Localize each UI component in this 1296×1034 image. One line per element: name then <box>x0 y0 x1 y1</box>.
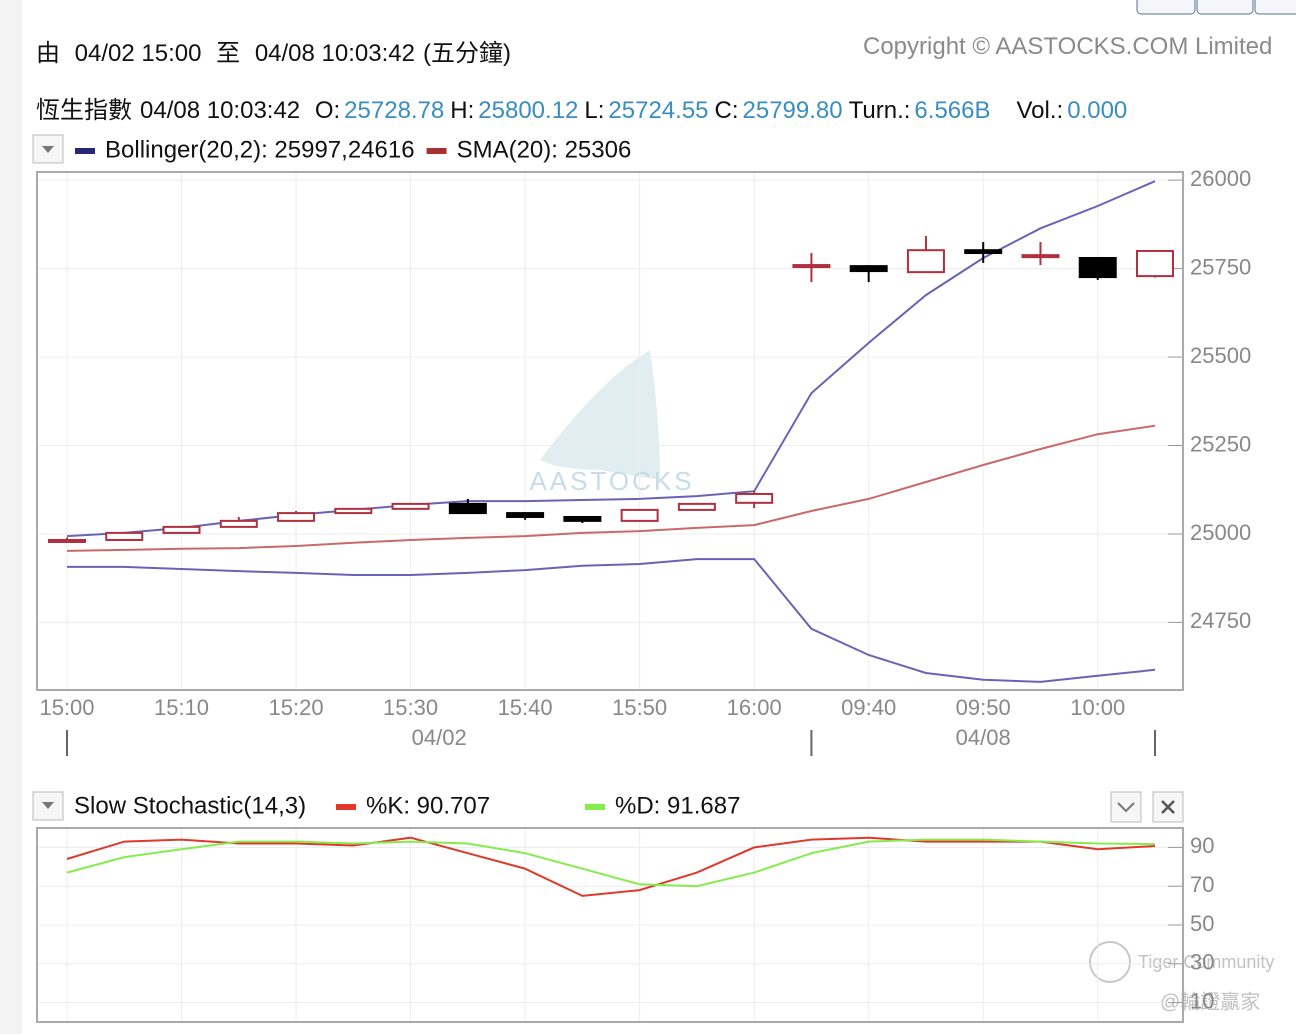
field-label: Vol.: <box>1016 97 1064 124</box>
legend-label: %D: 91.687 <box>615 792 740 819</box>
x-tick-label: 16:00 <box>727 695 782 720</box>
toolbar[interactable] <box>1136 0 1296 15</box>
x-tick-label: 15:40 <box>498 695 553 720</box>
community-logo <box>1089 941 1131 983</box>
x-tick-label: 09:50 <box>956 695 1011 720</box>
y-tick-label: 10 <box>1190 988 1214 1013</box>
x-tick-label: 15:00 <box>39 695 94 720</box>
range-line: 由 04/02 15:00 至 04/08 10:03:42 (五分鐘) <box>36 33 519 68</box>
plot-border <box>36 827 1184 1023</box>
y-tick-label: 25250 <box>1190 431 1251 456</box>
field-label: O: <box>314 97 341 124</box>
y-tick-label: 24750 <box>1190 608 1251 633</box>
legend-label: Bollinger(20,2): 25997,24616 <box>105 136 415 163</box>
candle-body <box>48 538 86 543</box>
start-time: 04/02 15:00 <box>74 40 202 67</box>
quote-time: 04/08 10:03:42 <box>140 97 301 124</box>
series-line <box>66 838 1156 888</box>
legend-label: %K: 90.707 <box>366 792 490 819</box>
series-line <box>66 424 1156 552</box>
candle-body <box>1136 249 1174 278</box>
field-label: L: <box>584 97 605 124</box>
y-tick-label: 25750 <box>1190 254 1251 279</box>
indicator-title: Slow Stochastic(14,3) <box>74 792 306 819</box>
legend-label: SMA(20): 25306 <box>457 136 632 163</box>
legend-swatch <box>585 804 605 810</box>
interval: (五分鐘) <box>422 40 511 67</box>
from: 由 <box>36 40 60 67</box>
candle-body <box>563 515 602 522</box>
logo-watermark: AASTOCKS <box>529 466 694 496</box>
close-icon <box>1161 800 1175 814</box>
collapse-button[interactable] <box>1110 791 1142 823</box>
dropdown-arrow <box>42 802 54 809</box>
candle-body <box>620 508 659 522</box>
field-value: 0.000 <box>1067 97 1128 124</box>
y-tick-label: 25000 <box>1190 520 1251 545</box>
field-label: H: <box>450 97 475 124</box>
reset-button[interactable] <box>1254 0 1296 15</box>
y-tick-label: 50 <box>1190 911 1214 936</box>
legend-swatch <box>426 148 447 154</box>
candle-body <box>334 507 373 515</box>
y-tick-label: 26000 <box>1190 166 1251 191</box>
field-label: Turn.: <box>848 97 911 124</box>
to: 至 <box>216 40 241 67</box>
legend-swatch <box>75 148 95 154</box>
candle-body <box>448 502 487 515</box>
series-line <box>67 558 1156 683</box>
x-tick-label: 09:40 <box>841 695 896 720</box>
field-value: 25799.80 <box>742 97 843 124</box>
community-watermark: Tiger Community <box>1138 952 1274 972</box>
candle-body <box>277 512 316 522</box>
field-value: 25724.55 <box>608 97 709 124</box>
y-tick-label: 30 <box>1190 950 1214 975</box>
candle-body <box>506 512 545 518</box>
candle-body <box>677 502 716 511</box>
legend-swatch <box>336 804 356 810</box>
candle-body <box>906 249 945 274</box>
zoom-in-button[interactable] <box>1136 0 1196 15</box>
candle-body <box>219 519 258 528</box>
quote-line: 恆生指數 04/08 10:03:42 O: 25728.78 H: 25800.12 L… <box>36 90 1133 125</box>
field-value: 6.566B <box>914 97 991 124</box>
candle-body <box>105 531 144 541</box>
date-label: 04/02 <box>412 725 467 750</box>
plot-border <box>36 171 1184 691</box>
candle-body <box>1078 256 1117 279</box>
copyright: Copyright © AASTOCKS.COM Limited <box>863 33 1273 60</box>
candle-body <box>735 492 774 504</box>
x-tick-label: 10:00 <box>1070 695 1125 720</box>
x-tick-label: 15:10 <box>154 695 209 720</box>
series-line <box>66 836 1156 897</box>
x-tick-label: 15:20 <box>269 695 324 720</box>
collapse-icon <box>1117 802 1135 813</box>
side-strip <box>0 0 22 1034</box>
field-label: C: <box>714 97 739 124</box>
x-tick-label: 15:50 <box>612 695 667 720</box>
field-value: 25800.12 <box>478 97 579 124</box>
candle-body <box>849 265 888 273</box>
x-tick-label: 15:30 <box>383 695 438 720</box>
candle-body <box>1021 254 1060 259</box>
field-value: 25728.78 <box>344 97 445 124</box>
index-name: 恆生指數 <box>36 97 132 124</box>
y-tick-label: 90 <box>1190 833 1214 858</box>
candle-body <box>964 249 1003 255</box>
candle-body <box>391 502 430 510</box>
zoom-out-button[interactable] <box>1196 0 1254 15</box>
end-time: 04/08 10:03:42 <box>254 40 415 67</box>
date-label: 04/08 <box>956 725 1011 750</box>
y-tick-label: 25500 <box>1190 343 1251 368</box>
candle-body <box>792 264 831 269</box>
logo-mark <box>540 350 660 480</box>
candle-body <box>162 525 201 534</box>
author-watermark: @輪證贏家 <box>1160 990 1260 1013</box>
dropdown-arrow <box>42 146 54 153</box>
y-tick-label: 70 <box>1190 872 1214 897</box>
